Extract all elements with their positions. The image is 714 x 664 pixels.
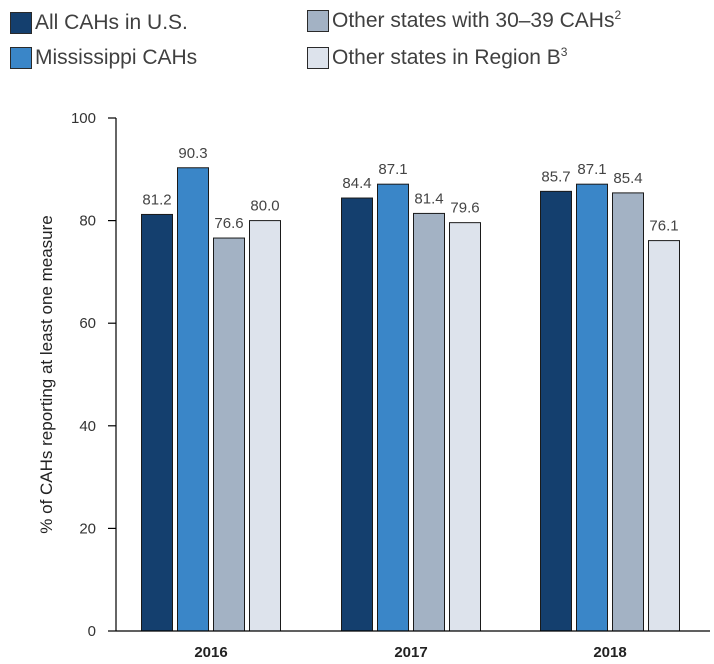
x-tick-label-2017: 2017 xyxy=(394,644,427,661)
legend-item-region-b: Other states in Region B3 xyxy=(307,46,567,70)
data-label-2018-series-2: 87.1 xyxy=(577,161,606,178)
data-label-2016-series-1: 81.2 xyxy=(142,191,171,208)
data-label-2018-series-3: 85.4 xyxy=(613,170,642,187)
bar-2018-series-2 xyxy=(576,183,608,632)
legend-label-mississippi: Mississippi CAHs xyxy=(35,46,198,69)
data-label-2017-series-2: 87.1 xyxy=(378,161,407,178)
x-tick-label-2016: 2016 xyxy=(194,644,227,661)
data-label-2016-series-3: 76.6 xyxy=(214,215,243,232)
y-tick-label-100: 100 xyxy=(71,110,96,127)
legend-footnote-2: 2 xyxy=(614,8,622,22)
bar-2017-series-1 xyxy=(341,197,373,632)
legend-item-all-cahs: All CAHs in U.S. xyxy=(10,11,188,35)
bar-2018-series-3 xyxy=(612,192,644,632)
bar-2016-series-2 xyxy=(177,167,209,632)
bar-2018-series-1 xyxy=(540,190,572,632)
bars xyxy=(141,167,680,632)
x-tick-label-2018: 2018 xyxy=(593,644,626,661)
y-axis-ticks: 0 20 40 60 80 100 xyxy=(71,110,116,640)
legend-swatch-mississippi xyxy=(10,47,32,69)
data-label-2017-series-1: 84.4 xyxy=(342,175,371,192)
bar-2017-series-2 xyxy=(377,183,409,632)
legend-item-other-states-30-39: Other states with 30–39 CAHs2 xyxy=(307,9,621,33)
legend: All CAHs in U.S. Mississippi CAHs Other … xyxy=(0,0,714,80)
data-label-2016-series-2: 90.3 xyxy=(178,145,207,162)
y-tick-label-0: 0 xyxy=(88,623,96,640)
x-axis-ticks: 2016 2017 2018 xyxy=(194,644,626,661)
bar-2016-series-1 xyxy=(141,213,173,632)
bar-2016-series-4 xyxy=(249,220,281,632)
y-axis-title: % of CAHs reporting at least one measure xyxy=(37,215,56,533)
data-label-2017-series-3: 81.4 xyxy=(414,190,443,207)
legend-footnote-3: 3 xyxy=(560,45,568,59)
bar-2017-series-4 xyxy=(449,222,481,632)
legend-swatch-other-states-30-39 xyxy=(307,10,329,32)
data-label-2017-series-4: 79.6 xyxy=(450,200,479,217)
legend-swatch-region-b xyxy=(307,47,329,69)
y-tick-label-80: 80 xyxy=(79,213,96,230)
bar-2016-series-3 xyxy=(213,237,245,632)
bar-2018-series-4 xyxy=(648,240,680,632)
legend-item-mississippi: Mississippi CAHs xyxy=(10,46,197,70)
legend-label-region-b: Other states in Region B xyxy=(332,46,561,69)
data-labels: 81.2 90.3 76.6 80.0 84.4 87.1 81.4 79.6 85.7 87.1… xyxy=(142,145,678,235)
legend-swatch-all-cahs xyxy=(10,12,32,34)
data-label-2018-series-1: 85.7 xyxy=(541,168,570,185)
data-label-2018-series-4: 76.1 xyxy=(649,218,678,235)
data-label-2016-series-4: 80.0 xyxy=(250,198,279,215)
legend-label-other-states-30-39: Other states with 30–39 CAHs xyxy=(332,9,615,32)
legend-label-all-cahs: All CAHs in U.S. xyxy=(35,11,188,34)
y-tick-label-40: 40 xyxy=(79,418,96,435)
y-tick-label-60: 60 xyxy=(79,315,96,332)
bar-2017-series-3 xyxy=(413,212,445,632)
y-tick-label-20: 20 xyxy=(79,520,96,537)
